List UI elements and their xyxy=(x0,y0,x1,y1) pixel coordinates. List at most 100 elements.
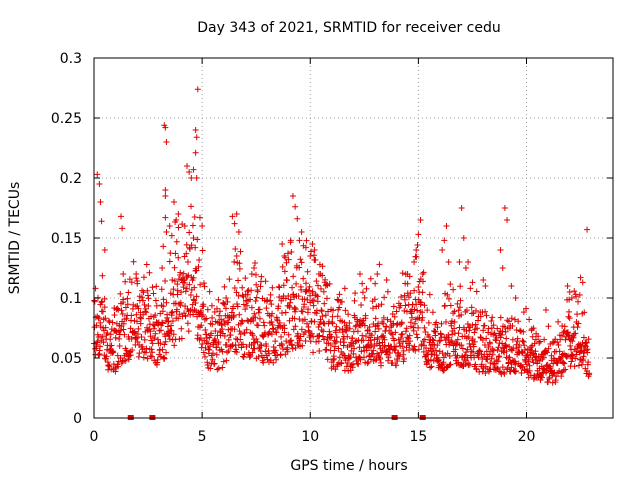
data-point xyxy=(103,353,110,360)
data-point xyxy=(240,301,247,308)
data-point xyxy=(94,171,101,178)
data-point xyxy=(266,350,273,357)
data-point xyxy=(491,330,498,337)
data-point xyxy=(394,357,401,364)
data-point xyxy=(249,349,256,356)
data-point xyxy=(444,291,451,298)
data-point xyxy=(96,314,103,321)
data-point xyxy=(453,341,460,348)
data-point xyxy=(552,377,559,384)
data-point xyxy=(166,336,173,343)
data-point xyxy=(287,237,294,244)
data-point xyxy=(401,356,408,363)
data-point xyxy=(243,326,250,333)
data-point xyxy=(483,335,490,342)
data-point xyxy=(107,336,114,343)
data-point xyxy=(204,361,211,368)
data-point xyxy=(177,299,184,306)
data-point xyxy=(363,333,370,340)
data-point xyxy=(445,334,452,341)
data-point xyxy=(233,335,240,342)
data-point xyxy=(162,214,169,221)
data-point xyxy=(331,347,338,354)
data-point xyxy=(169,317,176,324)
data-point xyxy=(215,296,222,303)
data-point xyxy=(191,297,198,304)
data-point xyxy=(134,280,141,287)
data-point xyxy=(236,260,243,267)
data-point xyxy=(202,326,209,333)
data-point xyxy=(196,214,203,221)
data-point xyxy=(290,273,297,280)
data-point xyxy=(162,193,169,199)
data-point xyxy=(160,243,167,250)
data-point xyxy=(443,364,450,371)
data-point xyxy=(327,342,334,349)
data-point xyxy=(504,365,511,372)
data-point xyxy=(251,339,258,346)
data-point xyxy=(486,340,493,347)
data-point xyxy=(411,306,418,313)
data-point xyxy=(189,301,196,308)
data-point xyxy=(195,263,202,270)
data-point xyxy=(151,335,158,342)
data-point xyxy=(251,265,258,271)
data-point xyxy=(183,285,190,292)
data-point xyxy=(576,292,583,299)
data-point xyxy=(97,199,104,205)
data-point xyxy=(242,306,249,313)
data-point xyxy=(344,359,351,366)
data-point xyxy=(433,319,440,326)
data-point xyxy=(149,284,156,291)
data-point xyxy=(448,338,455,345)
data-point xyxy=(326,328,333,335)
data-point xyxy=(292,323,299,330)
data-point xyxy=(481,322,488,329)
data-point xyxy=(414,307,421,314)
data-point xyxy=(345,311,352,318)
data-point xyxy=(347,367,354,374)
data-point xyxy=(175,254,182,261)
data-point xyxy=(359,280,366,287)
data-point xyxy=(290,326,297,333)
data-point xyxy=(389,331,396,338)
data-point xyxy=(209,350,216,357)
data-point xyxy=(166,223,173,229)
data-point xyxy=(236,328,243,335)
data-point xyxy=(261,322,268,329)
data-point xyxy=(305,306,312,313)
data-point xyxy=(276,319,283,326)
data-point xyxy=(98,299,105,306)
data-point xyxy=(213,305,220,312)
data-point xyxy=(320,288,327,295)
data-point xyxy=(193,175,200,181)
data-point xyxy=(215,365,222,372)
data-point xyxy=(299,342,306,349)
data-point xyxy=(256,306,263,313)
data-point xyxy=(374,336,381,343)
data-point xyxy=(184,259,191,266)
data-point xyxy=(159,265,166,271)
data-point xyxy=(178,289,185,296)
data-point xyxy=(161,355,168,362)
data-point xyxy=(420,348,427,355)
data-point xyxy=(393,343,400,350)
data-point xyxy=(454,336,461,343)
data-point xyxy=(385,354,392,361)
data-point xyxy=(176,336,183,343)
data-point xyxy=(393,308,400,315)
data-point xyxy=(262,278,269,285)
data-point xyxy=(418,299,425,306)
data-point xyxy=(451,325,458,332)
data-point xyxy=(159,320,166,327)
data-point xyxy=(358,348,365,355)
data-point xyxy=(489,351,496,358)
data-point xyxy=(332,329,339,336)
data-point xyxy=(233,349,240,356)
data-point xyxy=(190,311,197,318)
data-point xyxy=(206,346,213,353)
data-point xyxy=(550,360,557,367)
data-point xyxy=(198,322,205,329)
data-point xyxy=(276,293,283,300)
data-point xyxy=(252,271,259,278)
